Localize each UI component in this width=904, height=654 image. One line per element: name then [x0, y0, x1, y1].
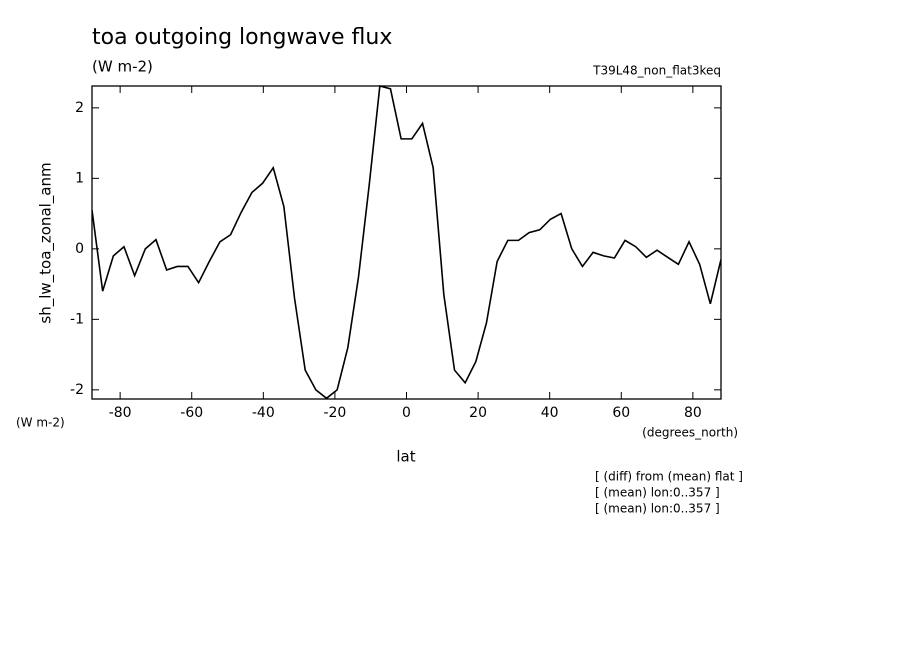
x-tick-label: 20 — [469, 405, 487, 421]
x-tick-label: 80 — [684, 405, 702, 421]
note: [ (diff) from (mean) flat ] — [595, 470, 743, 484]
chart-title: toa outgoing longwave flux — [92, 25, 392, 50]
x-tick-label: -20 — [323, 405, 346, 421]
x-tick-label: -40 — [252, 405, 275, 421]
x-units: (degrees_north) — [642, 426, 738, 440]
x-tick-label: -80 — [109, 405, 132, 421]
y-tick-label: 0 — [75, 241, 84, 257]
x-axis-label: lat — [396, 448, 415, 466]
y-units: (W m-2) — [16, 416, 65, 430]
note: [ (mean) lon:0..357 ] — [595, 502, 720, 516]
x-tick-label: 40 — [541, 405, 559, 421]
y-tick-label: -1 — [70, 311, 84, 327]
subtitle: (W m-2) — [92, 58, 153, 76]
x-tick-label: 60 — [612, 405, 630, 421]
x-tick-label: -60 — [180, 405, 203, 421]
plot-frame — [91, 85, 722, 400]
note: [ (mean) lon:0..357 ] — [595, 486, 720, 500]
y-axis-label: sh_lw_toa_zonal_anm — [37, 162, 56, 323]
x-tick-label: 0 — [402, 405, 411, 421]
y-tick-label: 2 — [75, 100, 84, 116]
data-line — [92, 85, 721, 400]
y-tick-label: -2 — [70, 382, 84, 398]
y-tick-label: 1 — [75, 170, 84, 186]
experiment: T39L48_non_flat3keq — [592, 64, 721, 78]
